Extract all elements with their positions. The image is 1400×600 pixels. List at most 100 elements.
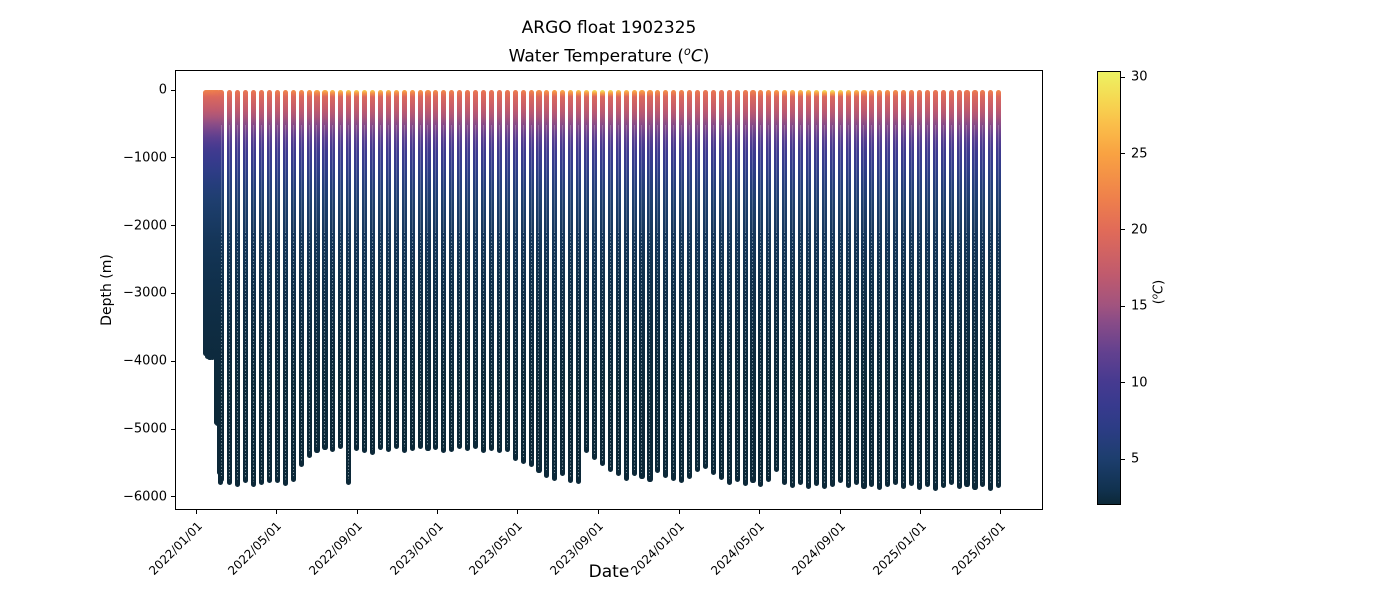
profile-centerline-dotted <box>546 232 548 473</box>
profile-column <box>298 90 304 467</box>
profile-column <box>916 90 923 490</box>
profile-centerline-faint <box>689 125 691 233</box>
colorbar-tick-mark <box>1121 458 1125 460</box>
profile-column <box>227 90 233 485</box>
profile-centerline-dotted <box>578 232 580 479</box>
profile-column <box>346 90 352 485</box>
profile-centerline-faint <box>704 125 706 233</box>
profile-centerline-faint <box>855 125 857 233</box>
profile-centerline-dotted <box>887 232 889 482</box>
profile-column <box>274 90 280 484</box>
profile-centerline-dotted <box>348 232 350 480</box>
profile-column <box>465 90 471 452</box>
profile-centerline-faint <box>379 125 381 233</box>
profile-column <box>694 90 701 473</box>
profile-centerline-dotted <box>371 232 373 450</box>
profile-column <box>996 90 1002 488</box>
profile-centerline-faint <box>459 125 461 233</box>
profile-centerline-faint <box>268 125 270 233</box>
profile-centerline-faint <box>895 125 897 233</box>
x-tick-mark <box>678 510 680 514</box>
profile-column <box>615 90 621 477</box>
colorbar-tick-label: 25 <box>1131 146 1148 161</box>
profile-centerline-dotted <box>728 232 730 480</box>
profile-column <box>457 90 463 450</box>
profile-column <box>901 90 907 489</box>
profile-column <box>679 90 685 484</box>
profile-column <box>607 90 613 473</box>
profile-column <box>687 90 693 480</box>
profile-column <box>623 90 629 481</box>
profile-centerline-faint <box>617 125 619 233</box>
profile-centerline-dotted <box>562 232 564 471</box>
colorbar-tick-label: 20 <box>1131 222 1148 238</box>
profile-centerline-dotted <box>284 232 286 481</box>
profile-centerline-faint <box>427 125 429 233</box>
profile-centerline-faint <box>498 125 500 233</box>
profile-centerline-faint <box>300 125 302 233</box>
profile-centerline-dotted <box>712 232 714 470</box>
profile-centerline-dotted <box>364 232 366 448</box>
profile-column <box>401 90 407 453</box>
profile-column <box>988 90 994 491</box>
profile-column <box>480 90 487 453</box>
profile-centerline-dotted <box>237 232 239 482</box>
y-tick-label: −1000 <box>123 150 167 166</box>
profile-centerline-faint <box>823 125 825 233</box>
profile-centerline-dotted <box>514 232 516 456</box>
profile-column <box>266 90 273 483</box>
profile-centerline-dotted <box>482 232 484 448</box>
profile-centerline-faint <box>292 125 294 233</box>
profile-centerline-dotted <box>871 232 873 482</box>
profile-column <box>362 90 368 454</box>
profile-centerline-faint <box>435 125 437 233</box>
profile-centerline-dotted <box>974 232 976 485</box>
profile-centerline-dotted <box>736 232 738 477</box>
profile-centerline-faint <box>411 125 413 233</box>
profile-centerline-faint <box>340 125 342 233</box>
profile-column <box>845 90 851 488</box>
profile-centerline-faint <box>530 125 532 233</box>
y-tick-mark <box>171 225 175 227</box>
profile-centerline-faint <box>665 125 667 233</box>
profile-centerline-dotted <box>395 232 397 444</box>
profile-centerline-dotted <box>641 232 643 474</box>
profile-centerline-faint <box>847 125 849 233</box>
profile-centerline-faint <box>934 125 936 233</box>
profile-centerline-dotted <box>403 232 405 448</box>
profile-column <box>576 90 582 484</box>
colorbar-tick-label: 10 <box>1131 375 1148 391</box>
profile-centerline-dotted <box>585 232 587 448</box>
profile-column <box>322 90 328 450</box>
profile-centerline-dotted <box>839 232 841 478</box>
profile-centerline-dotted <box>910 232 912 481</box>
profile-column <box>948 90 954 486</box>
profile-centerline-dotted <box>768 232 770 477</box>
profile-column <box>980 90 986 488</box>
profile-centerline-faint <box>506 125 508 233</box>
profile-centerline-faint <box>784 125 786 233</box>
profile-column <box>560 90 566 477</box>
profile-column <box>702 90 708 469</box>
profile-centerline-faint <box>903 125 905 233</box>
profile-column <box>417 90 423 449</box>
profile-column <box>805 90 812 489</box>
profile-column <box>552 90 558 481</box>
profile-centerline-dotted <box>570 232 572 478</box>
profile-centerline-faint <box>792 125 794 233</box>
colorbar-tick-label: 5 <box>1131 451 1140 467</box>
profile-centerline-faint <box>570 125 572 233</box>
profile-column <box>663 90 669 478</box>
profile-centerline-dotted <box>704 232 706 464</box>
profile-centerline-dotted <box>419 232 421 444</box>
profile-centerline-faint <box>760 125 762 233</box>
profile-centerline-faint <box>673 125 675 233</box>
profile-centerline-dotted <box>934 232 936 486</box>
profile-column <box>861 90 867 490</box>
profile-column <box>473 90 479 449</box>
y-tick-mark <box>171 360 175 362</box>
y-tick-mark <box>171 428 175 430</box>
profile-centerline-dotted <box>340 232 342 444</box>
profile-centerline-dotted <box>308 232 310 453</box>
profile-centerline-dotted <box>356 232 358 446</box>
